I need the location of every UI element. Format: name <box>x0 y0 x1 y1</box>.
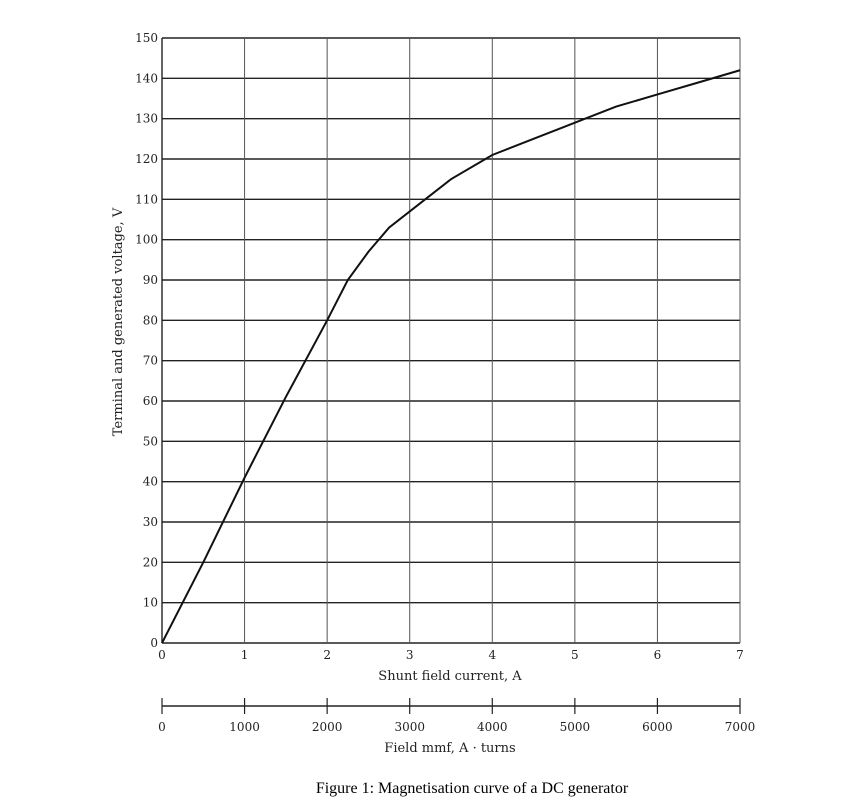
y-axis-title: Terminal and generated voltage, V <box>111 207 126 436</box>
secondary-x-axis-title: Field mmf, A · turns <box>384 741 515 756</box>
y-tick-label: 30 <box>143 515 158 529</box>
curve-layer <box>161 69 741 644</box>
x-tick-label: 1 <box>241 648 249 662</box>
secondary-x-tick-label: 4000 <box>477 720 508 734</box>
y-tick-label: 10 <box>143 596 158 610</box>
y-tick-label: 140 <box>135 71 158 85</box>
secondary-x-tick-label: 6000 <box>642 720 673 734</box>
x-tick-label: 3 <box>406 648 414 662</box>
x-tick-label: 7 <box>736 648 744 662</box>
y-tick-label: 0 <box>150 636 158 650</box>
secondary-x-tick-label: 3000 <box>394 720 425 734</box>
secondary-x-axis: 0 1000 2000 3000 4000 5000 6000 7000 <box>158 698 755 734</box>
y-tick-label: 90 <box>143 273 158 287</box>
x-axis-ticks: 0 1 2 3 4 5 6 7 <box>158 648 744 662</box>
secondary-x-tick-label: 5000 <box>560 720 591 734</box>
y-tick-label: 40 <box>143 475 158 489</box>
x-tick-label: 2 <box>323 648 331 662</box>
y-tick-label: 130 <box>135 112 158 126</box>
y-tick-label: 50 <box>143 434 158 448</box>
magnetisation-curve <box>161 69 741 644</box>
y-tick-label: 110 <box>135 192 158 206</box>
figure-caption: Figure 1: Magnetisation curve of a DC ge… <box>316 780 629 797</box>
y-tick-label: 70 <box>143 354 158 368</box>
y-tick-label: 80 <box>143 313 158 327</box>
y-tick-label: 60 <box>143 394 158 408</box>
y-tick-label: 20 <box>143 555 158 569</box>
y-axis-ticks: 0 10 20 30 40 50 60 70 80 90 100 110 120 130 140 150 <box>135 31 158 650</box>
secondary-x-tick-label: 1000 <box>229 720 260 734</box>
x-axis-title: Shunt field current, A <box>378 669 522 684</box>
y-tick-label: 120 <box>135 152 158 166</box>
secondary-x-tick-label: 2000 <box>312 720 343 734</box>
x-tick-label: 0 <box>158 648 166 662</box>
x-tick-label: 5 <box>571 648 579 662</box>
y-tick-label: 100 <box>135 233 158 247</box>
y-tick-label: 150 <box>135 31 158 45</box>
x-tick-label: 4 <box>488 648 496 662</box>
x-tick-label: 6 <box>654 648 662 662</box>
grid <box>161 37 741 644</box>
secondary-x-tick-label: 7000 <box>725 720 756 734</box>
secondary-x-tick-label: 0 <box>158 720 166 734</box>
